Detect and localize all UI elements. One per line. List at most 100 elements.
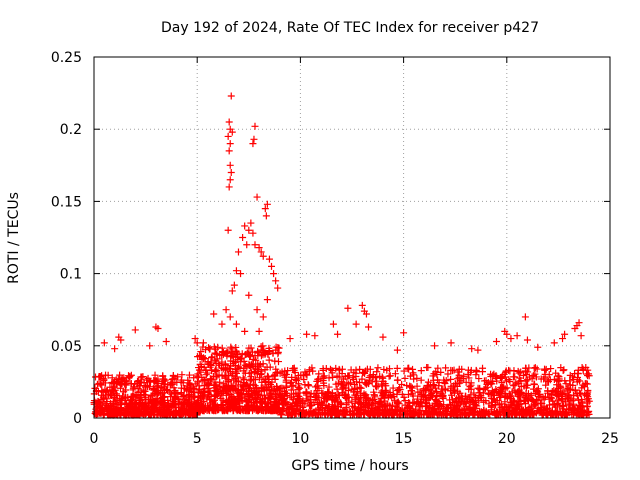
data-point — [227, 169, 235, 177]
data-point — [130, 400, 138, 408]
data-point — [264, 405, 272, 413]
data-point — [447, 387, 455, 395]
data-point — [384, 400, 392, 408]
data-point — [348, 385, 356, 393]
data-point — [509, 398, 517, 406]
data-point — [305, 402, 313, 410]
data-point — [287, 378, 295, 386]
data-points — [90, 92, 593, 419]
data-point — [133, 406, 141, 414]
data-point — [277, 384, 285, 392]
data-point — [217, 394, 225, 402]
data-point — [383, 366, 391, 374]
data-point — [437, 390, 445, 398]
data-point — [361, 401, 369, 409]
data-point — [391, 406, 399, 414]
data-point — [103, 386, 111, 394]
data-point — [240, 357, 248, 365]
data-point — [209, 397, 217, 405]
data-point — [186, 380, 194, 388]
data-point — [373, 368, 381, 376]
data-point — [335, 365, 343, 373]
data-point — [475, 375, 483, 383]
data-point — [241, 222, 249, 230]
data-point — [230, 404, 238, 412]
data-point — [506, 367, 514, 375]
data-point — [536, 391, 544, 399]
data-point — [358, 301, 366, 309]
data-point — [177, 378, 185, 386]
data-point — [225, 118, 233, 126]
data-point — [571, 324, 579, 332]
data-point — [544, 389, 552, 397]
x-axis-label: GPS time / hours — [291, 458, 408, 474]
data-point — [211, 402, 219, 410]
data-point — [566, 371, 574, 379]
data-point — [289, 381, 297, 389]
data-point — [401, 374, 409, 382]
data-point — [471, 397, 479, 405]
data-point — [315, 410, 323, 418]
data-point — [511, 381, 519, 389]
data-point — [125, 372, 133, 380]
data-point — [404, 391, 412, 399]
x-tick-labels: 0 5 10 15 20 25 — [90, 431, 619, 447]
data-point — [245, 291, 253, 299]
data-point — [547, 365, 555, 373]
data-point — [388, 394, 396, 402]
data-point — [422, 386, 430, 394]
data-point — [286, 393, 294, 401]
data-point — [296, 389, 304, 397]
data-point — [191, 335, 199, 343]
data-point — [371, 409, 379, 417]
data-point — [239, 406, 247, 414]
data-point — [167, 381, 175, 389]
data-point — [576, 377, 584, 385]
data-point — [274, 348, 282, 356]
data-point — [243, 241, 251, 249]
data-point — [344, 372, 352, 380]
data-point — [413, 410, 421, 418]
data-point — [525, 364, 533, 372]
data-point — [441, 411, 449, 419]
data-point — [442, 377, 450, 385]
data-point — [430, 376, 437, 384]
data-point — [259, 313, 267, 321]
data-point — [523, 336, 531, 344]
data-point — [502, 368, 510, 376]
data-point — [136, 411, 144, 419]
data-point — [421, 392, 429, 400]
data-point — [202, 346, 210, 354]
data-point — [392, 405, 400, 413]
data-point — [406, 372, 414, 380]
data-point — [303, 330, 311, 338]
data-point — [248, 360, 256, 368]
data-point — [263, 363, 271, 371]
data-point — [452, 380, 460, 388]
data-point — [417, 367, 425, 375]
data-point — [234, 350, 242, 358]
data-point — [454, 368, 462, 376]
data-point — [268, 262, 276, 270]
data-point — [574, 396, 582, 404]
data-point — [433, 397, 441, 405]
data-point — [464, 411, 472, 419]
data-point — [236, 365, 244, 373]
data-point — [195, 364, 203, 372]
data-point — [559, 335, 567, 343]
data-point — [199, 393, 207, 401]
x-tick-label: 15 — [395, 431, 413, 447]
data-point — [242, 403, 250, 411]
data-point — [178, 399, 186, 407]
data-point — [352, 395, 360, 403]
data-point — [252, 406, 260, 414]
data-point — [571, 387, 579, 395]
data-point — [559, 367, 567, 375]
data-point — [311, 332, 319, 340]
data-point — [233, 389, 241, 397]
data-point — [314, 400, 322, 408]
data-point — [286, 410, 294, 418]
data-point — [448, 410, 456, 418]
data-point — [160, 385, 168, 393]
data-point — [427, 391, 435, 399]
